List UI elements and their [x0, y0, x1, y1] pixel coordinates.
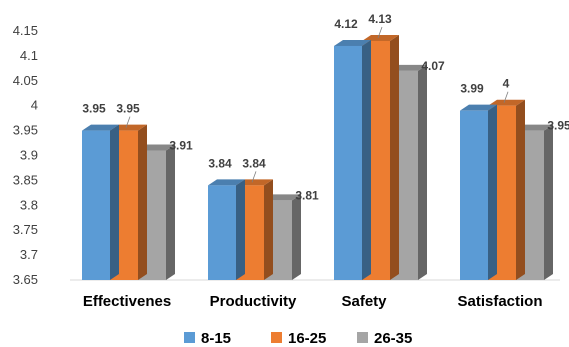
data-label: 3.91 [169, 139, 193, 153]
bar-side [110, 124, 119, 280]
bar-side [264, 179, 273, 280]
y-tick-label: 3.9 [20, 148, 38, 163]
bar-side [418, 64, 427, 280]
bar-top [264, 194, 301, 201]
bar-top [390, 64, 427, 71]
data-label: 4.12 [334, 17, 358, 31]
bar-side [236, 179, 245, 280]
bar-side [488, 104, 497, 281]
bar-front [334, 45, 362, 280]
bar-front [82, 130, 110, 280]
legend-label: 26-35 [374, 330, 412, 347]
legend-item-26-35: 26-35 [357, 330, 412, 347]
x-category-label: Satisfaction [457, 293, 542, 310]
y-tick-label: 3.85 [13, 172, 38, 187]
bar-top [208, 179, 245, 186]
data-label: 3.84 [242, 156, 266, 170]
bar-side [516, 99, 525, 280]
bar-side [544, 124, 553, 280]
legend: 8-15 16-25 26-35 [184, 330, 412, 347]
bar-top [460, 104, 497, 111]
bar-side [362, 39, 371, 280]
bar-top [488, 99, 525, 106]
data-label: 3.99 [460, 82, 484, 96]
legend-label: 8-15 [201, 330, 231, 347]
bar-top [334, 39, 371, 46]
leader-line [503, 91, 509, 103]
data-label: 4.13 [368, 12, 392, 26]
bar-top [236, 179, 273, 186]
legend-item-16-25: 16-25 [271, 330, 326, 347]
leader-line [125, 116, 131, 128]
bar-8-15-Effectivenes [82, 124, 119, 280]
bar-side [292, 194, 301, 280]
bar-top [138, 144, 175, 151]
data-label: 4 [503, 77, 510, 91]
bar-top [516, 124, 553, 131]
x-category-label: Effectivenes [83, 293, 171, 310]
legend-swatch [271, 332, 282, 343]
data-label: 3.95 [82, 102, 106, 116]
data-label: 3.84 [208, 156, 232, 170]
x-axis: Effectivenes Productivity Safety Satisfacti… [83, 293, 543, 310]
legend-swatch [184, 332, 195, 343]
data-label: 3.81 [295, 188, 319, 202]
legend-swatch [357, 332, 368, 343]
y-tick-label: 4.05 [13, 73, 38, 88]
bar-front [208, 185, 236, 280]
bar-8-15-Safety [334, 39, 371, 280]
leader-line [251, 171, 257, 183]
data-label: 4.07 [421, 59, 445, 73]
leader-line [377, 26, 383, 39]
bar-side [390, 34, 399, 281]
data-label: 3.95 [116, 102, 140, 116]
y-tick-label: 3.7 [20, 247, 38, 262]
y-tick-label: 4.15 [13, 23, 38, 38]
bar-8-15-Satisfaction [460, 104, 497, 281]
y-tick-label: 3.8 [20, 197, 38, 212]
bar-top [110, 124, 147, 131]
bar-top [82, 124, 119, 131]
data-label: 3.95 [547, 119, 569, 133]
legend-label: 16-25 [288, 330, 326, 347]
legend-item-8-15: 8-15 [184, 330, 231, 347]
bar-top [362, 34, 399, 41]
data-labels: 3.95 3.95 3.91 3.84 3.84 3.81 4.12 4.13 4.07 3.99… [82, 12, 569, 202]
y-tick-label: 3.75 [13, 222, 38, 237]
y-tick-label: 4.1 [20, 48, 38, 63]
y-tick-label: 3.65 [13, 272, 38, 287]
y-tick-label: 4 [31, 98, 38, 113]
bars [82, 34, 553, 281]
bar-8-15-Productivity [208, 179, 245, 280]
y-tick-label: 3.95 [13, 123, 38, 138]
bar-side [166, 144, 175, 280]
y-axis: 3.65 3.7 3.75 3.8 3.85 3.9 3.95 4 4.05 4.1 4.15 [13, 23, 560, 287]
x-category-label: Safety [341, 293, 387, 310]
x-category-label: Productivity [210, 293, 297, 310]
bar-front [460, 110, 488, 281]
bar-side [138, 124, 147, 280]
